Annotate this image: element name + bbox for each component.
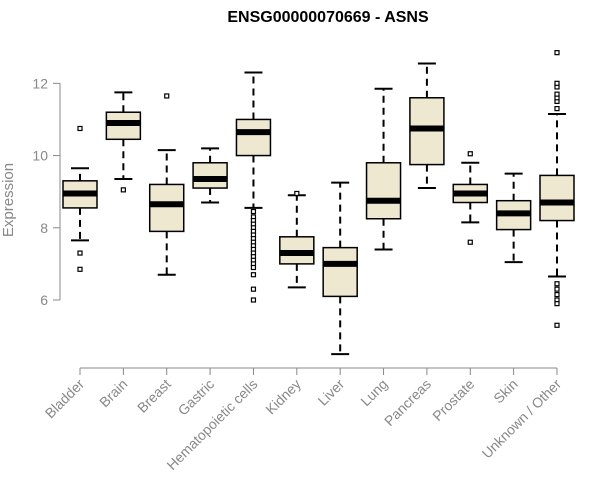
outlier-point <box>294 190 300 197</box>
outlier-point <box>554 286 560 292</box>
box-kidney <box>279 190 315 289</box>
x-tick-label: Bladder <box>42 376 88 422</box>
y-axis-label: Expression <box>0 163 17 237</box>
outlier-point <box>554 322 560 328</box>
outlier-point <box>554 50 560 56</box>
x-tick-label: Breast <box>134 376 174 416</box>
box-breast <box>148 93 185 276</box>
box-brain <box>105 91 142 193</box>
y-tick-label: 12 <box>32 75 48 91</box>
outlier-point <box>250 208 257 215</box>
y-tick-label: 10 <box>32 148 48 164</box>
outlier-point <box>467 239 473 245</box>
x-tick-label: Prostate <box>429 376 477 424</box>
outlier-point <box>77 125 83 132</box>
boxes <box>62 50 575 356</box>
outlier-point <box>164 93 170 99</box>
y-axis: 6 8 10 12 <box>32 75 61 308</box>
box-liver <box>322 181 358 356</box>
box-lung <box>365 87 402 251</box>
x-tick-label: Pancreas <box>381 376 434 429</box>
x-tick-label: Unknown / Other <box>479 376 565 462</box>
outlier-point <box>554 106 560 112</box>
box-bladder <box>62 125 98 272</box>
outlier-point <box>554 301 560 307</box>
box-hematopoietic-cells <box>235 71 272 303</box>
x-tick-label: Gastric <box>175 376 218 419</box>
outlier-point <box>250 286 257 292</box>
y-tick-label: 8 <box>40 220 48 236</box>
box-prostate <box>452 151 489 245</box>
outlier-point <box>467 151 473 157</box>
chart-title: ENSG00000070669 - ASNS <box>227 9 429 26</box>
outlier-point <box>554 291 560 298</box>
iqr-box <box>365 162 402 220</box>
outlier-point <box>554 281 560 287</box>
x-tick-label: Lung <box>357 376 390 409</box>
iqr-box <box>192 162 228 189</box>
y-tick-label: 6 <box>40 292 48 308</box>
outlier-point <box>77 250 83 256</box>
box-unknown-other <box>539 50 575 328</box>
outlier-point <box>120 187 126 193</box>
box-skin <box>495 172 532 264</box>
box-gastric <box>192 147 228 204</box>
x-tick-label: Liver <box>315 376 348 409</box>
iqr-box <box>322 246 358 298</box>
outlier-point <box>554 91 560 97</box>
outlier-point <box>250 297 257 303</box>
box-pancreas <box>409 62 445 190</box>
outlier-point <box>554 80 560 86</box>
x-tick-label: Kidney <box>262 376 304 418</box>
iqr-box <box>235 118 272 157</box>
outlier-point <box>250 272 257 278</box>
outlier-point <box>77 266 83 272</box>
iqr-box <box>539 174 575 222</box>
x-tick-label: Brain <box>96 376 130 410</box>
x-tick-label: Skin <box>490 376 521 407</box>
outlier-point <box>250 264 257 271</box>
iqr-box <box>148 183 185 233</box>
